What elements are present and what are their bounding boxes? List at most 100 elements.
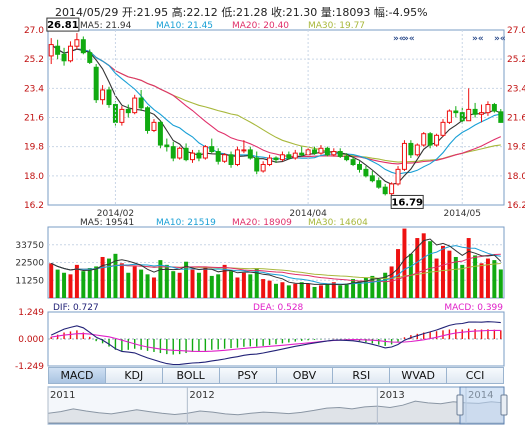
quote-high: 高:22.12 (171, 6, 218, 19)
price-legend-2: MA20: 20.40 (232, 21, 289, 31)
price-legend-3: MA30: 19.77 (308, 21, 365, 31)
volume-bar (363, 277, 368, 298)
tab-kdj[interactable]: KDJ (106, 368, 163, 383)
volume-bar (338, 285, 343, 298)
volume-bar (107, 258, 112, 298)
candle-body (241, 149, 247, 152)
candle-body (170, 146, 176, 159)
volume-bar (498, 269, 503, 298)
volume-bar (248, 274, 253, 298)
volume-bar (164, 264, 169, 298)
candle-body (196, 152, 202, 159)
candle-body (485, 104, 491, 114)
volume-bar (434, 258, 439, 298)
tab-rsi[interactable]: RSI (333, 368, 391, 383)
candle-body (337, 151, 343, 157)
dea-line (51, 329, 501, 352)
navigator-left-handle (456, 394, 464, 416)
price-axis-label-right: 19.8 (507, 143, 525, 153)
macd-axis-label: 1.249 (18, 308, 44, 318)
quote-change: 幅:-4.95% (373, 6, 428, 19)
volume-bar (325, 283, 330, 298)
candle-body (151, 121, 157, 131)
volume-bar (151, 277, 156, 298)
volume-bar (473, 255, 478, 298)
candle-body (350, 159, 356, 165)
price-ma20-line (50, 44, 502, 165)
candle-body (273, 157, 279, 161)
tab-macd[interactable]: MACD (49, 368, 106, 383)
candle-body (279, 154, 285, 161)
candle-body (401, 142, 407, 170)
candle-body (414, 144, 420, 156)
volume-bar (479, 263, 484, 298)
navigator-year-label: 2012 (189, 390, 214, 401)
volume-bar (396, 249, 401, 298)
candle-body (190, 152, 195, 161)
volume-bar (312, 286, 317, 298)
price-x-tick: 2014/02 (97, 209, 134, 219)
tab-psy[interactable]: PSY (220, 368, 277, 383)
quote-low: 低:21.28 (221, 6, 268, 19)
candle-body (427, 133, 433, 146)
volume-legend-3: MA30: 14604 (308, 218, 368, 228)
macd-legend-dif: DIF: 0.727 (53, 303, 99, 313)
price-axis-label-right: 21.6 (507, 114, 525, 124)
volume-axis-label: 11250 (15, 276, 44, 286)
candle-body (177, 147, 183, 159)
candle-body (132, 97, 138, 114)
candle-body (434, 134, 440, 146)
volume-ma-line (50, 238, 502, 286)
volume-bar (466, 238, 471, 298)
candle-body (61, 53, 67, 62)
volume-bar (261, 279, 266, 298)
candle-body (344, 155, 350, 161)
volume-bar (383, 272, 388, 298)
candle-body (247, 149, 253, 159)
volume-bar (216, 274, 221, 298)
candle-body (331, 151, 337, 156)
candle-body (318, 147, 324, 154)
volume-bar (286, 285, 291, 298)
volume-bar (171, 271, 176, 298)
candle-body (87, 52, 93, 63)
tab-cci[interactable]: CCI (465, 369, 485, 382)
volume-bar (274, 283, 278, 298)
candle-body (324, 147, 330, 156)
volume-bar (55, 269, 60, 298)
high-annotation-box (46, 17, 80, 32)
candle-body (55, 45, 61, 55)
candle-body (138, 97, 144, 109)
price-x-tick: 2014/05 (444, 209, 481, 219)
price-axis-label-left: 23.4 (24, 84, 44, 94)
tab-obv[interactable]: OBV (277, 368, 334, 383)
volume-bar (222, 264, 227, 298)
volume-axis-label: 22500 (15, 259, 44, 269)
navigator-year-label: 2013 (379, 390, 404, 401)
volume-bar (203, 266, 208, 298)
candle-body (286, 154, 292, 159)
price-x-tick: 2014/04 (289, 209, 327, 219)
tab-wvad[interactable]: WVAD (390, 368, 448, 383)
volume-bar (428, 241, 433, 298)
price-axis-label-left: 19.8 (24, 143, 44, 153)
volume-bar (357, 280, 362, 298)
volume-bar (267, 280, 272, 298)
candle-body (453, 110, 459, 114)
navigator-selection (459, 386, 505, 425)
price-axis-label-right: 23.4 (507, 84, 525, 94)
candle-body (215, 151, 221, 162)
indicator-tabs[interactable]: MACD KDJ BOLL PSY OBV RSI WVAD CCI (48, 367, 504, 384)
quote-volume: 量:18093 (320, 6, 371, 19)
macd-axis-label: 0.000 (18, 335, 44, 345)
price-axis-label-right: 16.2 (507, 201, 525, 211)
candle-body (498, 111, 504, 123)
quote-open: 开:21.95 (121, 6, 169, 19)
volume-bar (81, 271, 86, 298)
candle-body (80, 39, 86, 54)
volume-bar (447, 250, 452, 298)
tab-boll[interactable]: BOLL (163, 368, 220, 383)
candle-body (466, 108, 472, 122)
volume-bar (68, 274, 73, 298)
